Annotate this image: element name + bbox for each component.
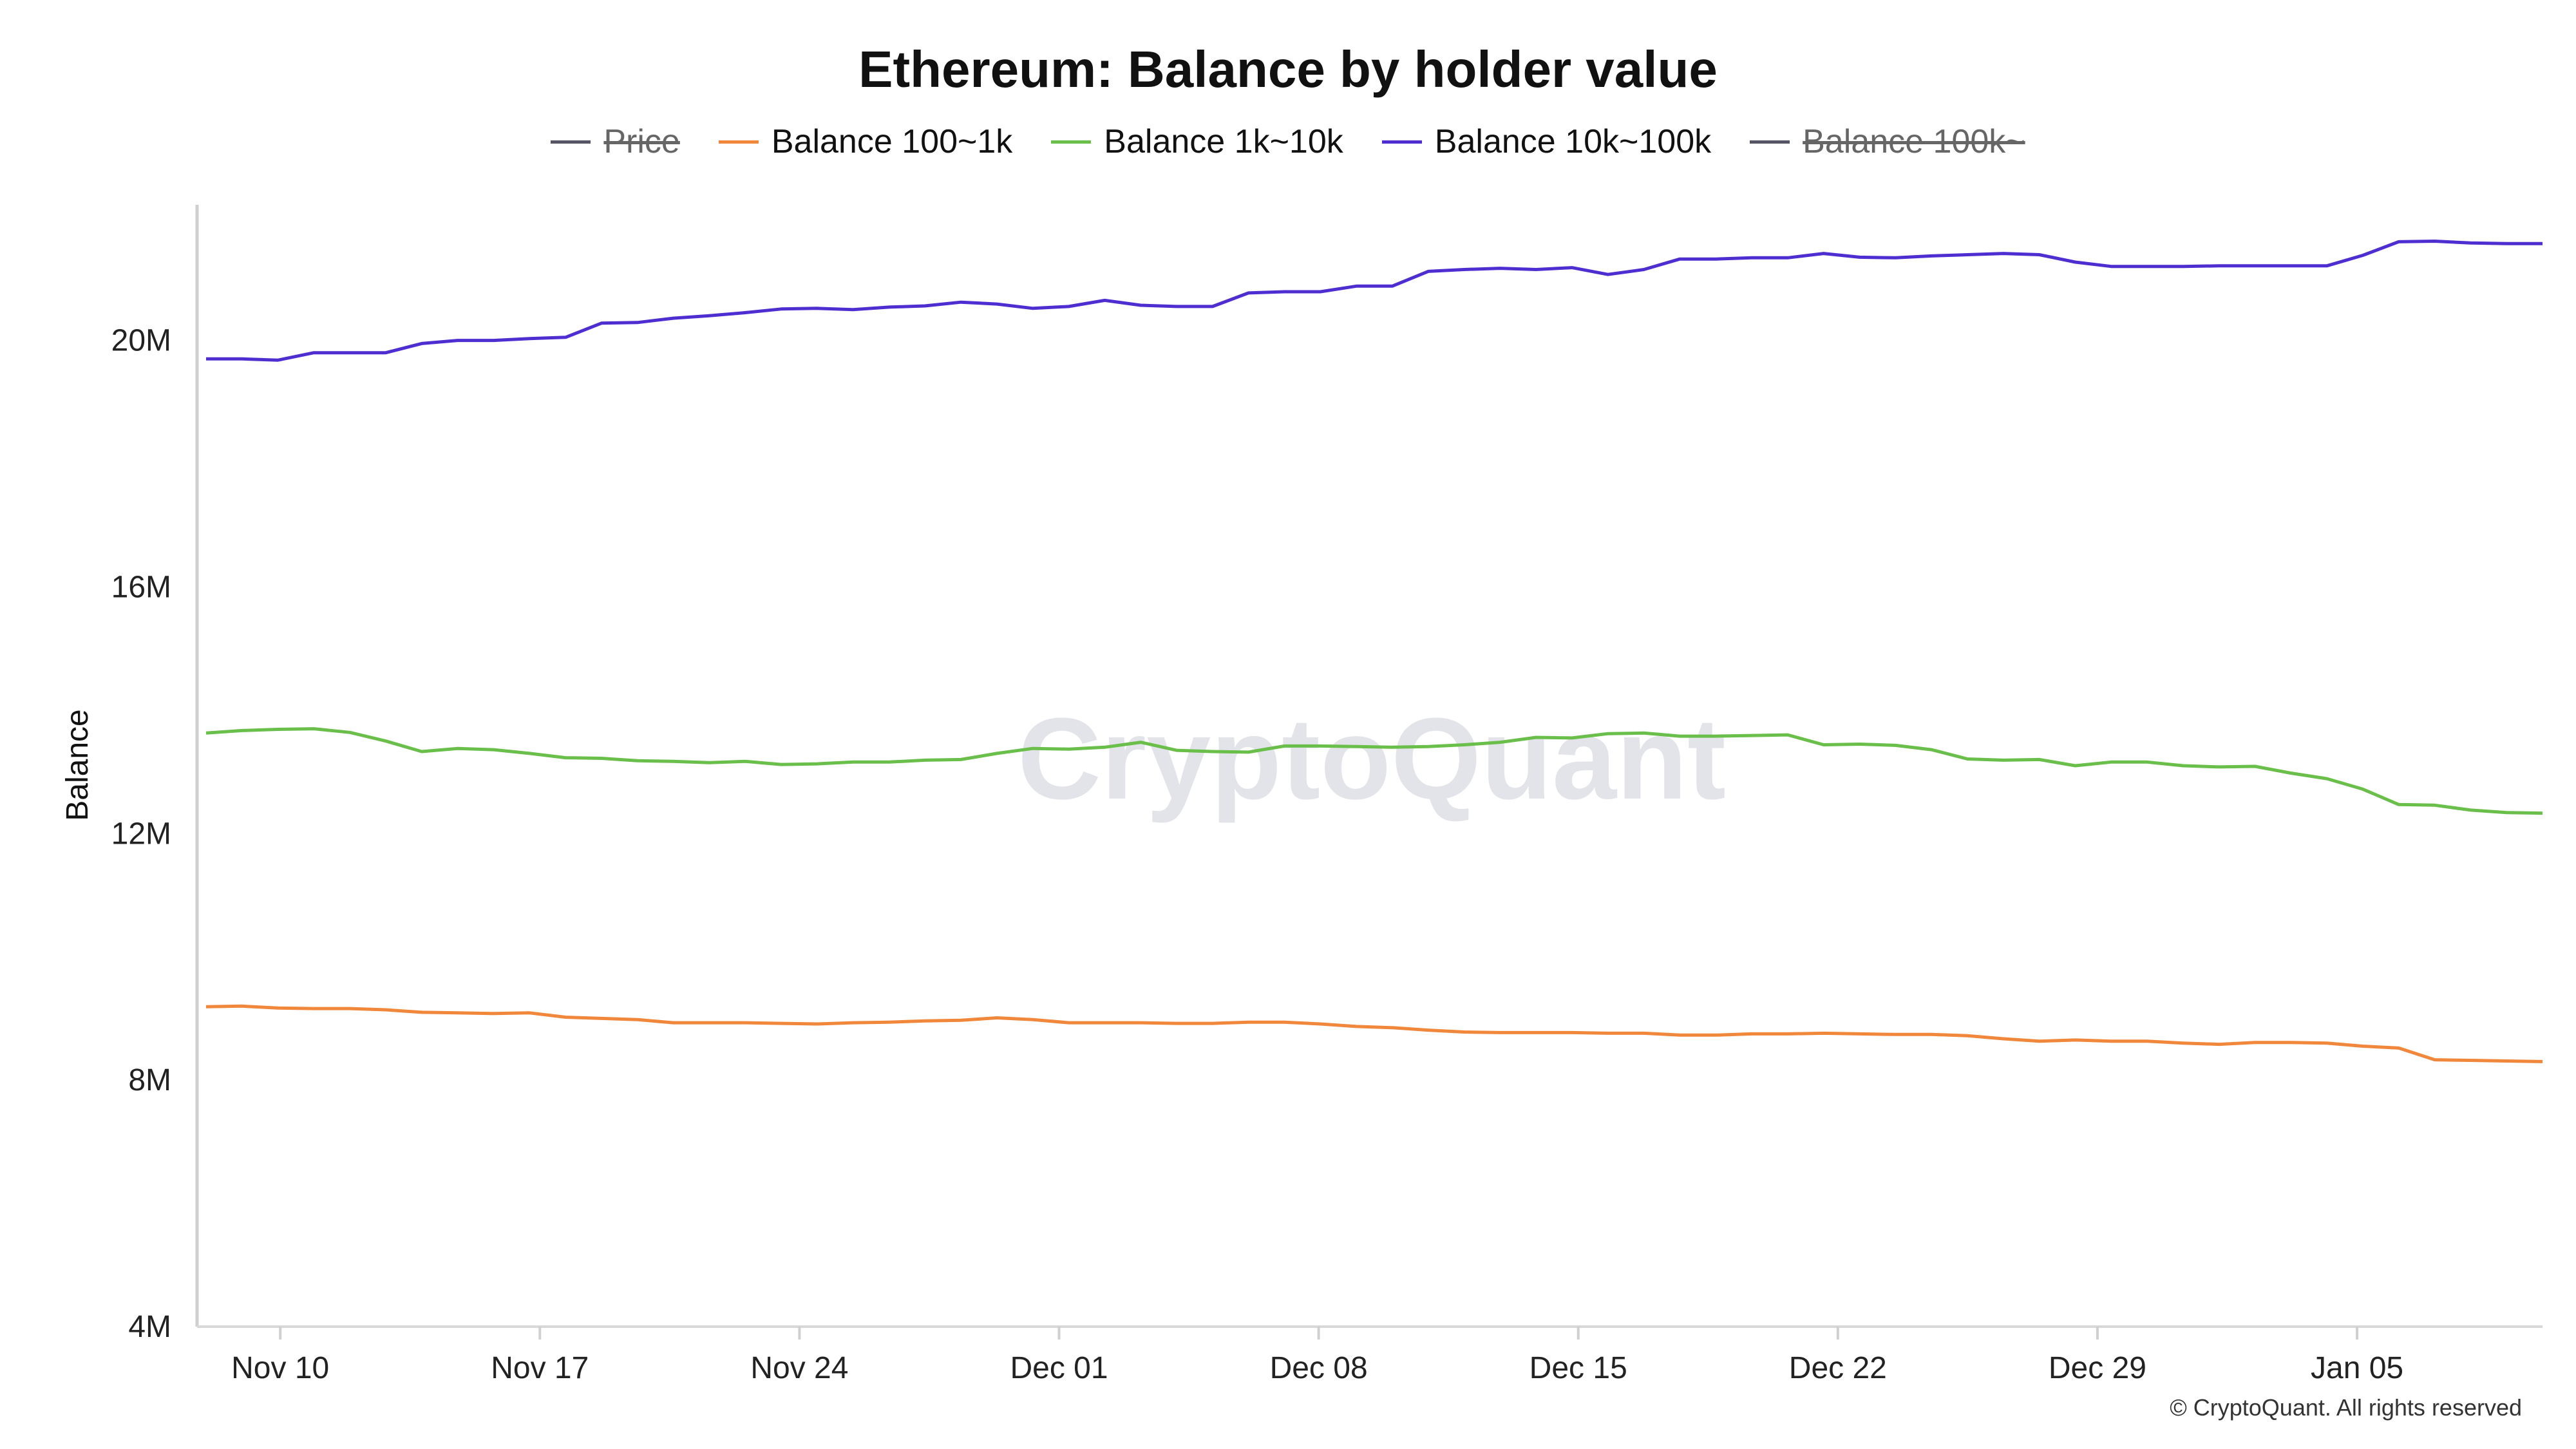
x-tick-label: Dec 08 bbox=[1270, 1351, 1368, 1385]
x-tick-label: Nov 17 bbox=[491, 1351, 589, 1385]
x-tick-label: Dec 22 bbox=[1789, 1351, 1887, 1385]
y-tick-label: 12M bbox=[111, 817, 171, 851]
legend-label: Price bbox=[603, 123, 680, 160]
legend-label: Balance 100~1k bbox=[771, 123, 1013, 160]
y-tick-label: 8M bbox=[128, 1063, 171, 1097]
x-tick-label: Jan 05 bbox=[2311, 1351, 2403, 1385]
legend-item[interactable]: Balance 100k~ bbox=[1750, 122, 2025, 161]
legend-label: Balance 1k~10k bbox=[1104, 123, 1343, 160]
legend-item[interactable]: Balance 100~1k bbox=[718, 122, 1013, 161]
y-tick-label: 4M bbox=[128, 1310, 171, 1344]
legend-label: Balance 10k~100k bbox=[1434, 123, 1712, 160]
legend-swatch bbox=[551, 140, 591, 144]
legend-swatch bbox=[1051, 140, 1092, 144]
legend-label: Balance 100k~ bbox=[1803, 123, 2025, 160]
series-line-balance-100-1k bbox=[205, 1004, 2543, 1063]
legend: Price Balance 100~1k Balance 1k~10k Balance… bbox=[0, 122, 2576, 161]
legend-swatch bbox=[1381, 140, 1422, 144]
x-tick-label: Nov 24 bbox=[750, 1351, 848, 1385]
copyright-notice: © CryptoQuant. All rights reserved bbox=[2170, 1394, 2522, 1421]
x-tick-label: Nov 10 bbox=[231, 1351, 329, 1385]
series-layer bbox=[205, 240, 2543, 1063]
watermark: CryptoQuant bbox=[1018, 694, 1726, 824]
y-axis-ticks: 4M 8M 12M 16M 20M bbox=[111, 324, 171, 1344]
x-tick-label: Dec 01 bbox=[1010, 1351, 1108, 1385]
legend-item[interactable]: Price bbox=[551, 122, 680, 161]
x-tick-label: Dec 15 bbox=[1530, 1351, 1627, 1385]
chart-title: Ethereum: Balance by holder value bbox=[858, 41, 1718, 98]
legend-item[interactable]: Balance 10k~100k bbox=[1381, 122, 1712, 161]
series-line-balance-10k-100k bbox=[206, 240, 2543, 362]
x-tick-label: Dec 29 bbox=[2049, 1351, 2146, 1385]
legend-swatch bbox=[718, 140, 759, 144]
series-line-balance-1k-10k bbox=[205, 727, 2543, 815]
y-axis-title: Balance bbox=[61, 709, 95, 820]
x-axis-ticks: Nov 10 Nov 17 Nov 24 Dec 01 Dec 08 Dec 15 Dec … bbox=[231, 1327, 2403, 1385]
y-tick-label: 20M bbox=[111, 324, 171, 358]
y-tick-label: 16M bbox=[111, 570, 171, 604]
legend-item[interactable]: Balance 1k~10k bbox=[1051, 122, 1343, 161]
legend-swatch bbox=[1750, 140, 1790, 144]
